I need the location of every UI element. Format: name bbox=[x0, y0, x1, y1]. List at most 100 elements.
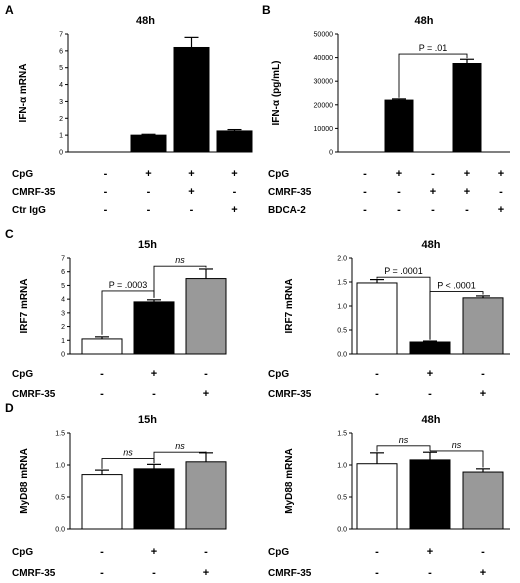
y-tick-label: 20000 bbox=[314, 102, 334, 109]
chart-title: 48h bbox=[415, 15, 434, 27]
y-axis-label: IFN-α mRNA bbox=[18, 64, 29, 123]
significance-bracket bbox=[429, 291, 484, 340]
bar bbox=[185, 278, 227, 355]
bar bbox=[130, 134, 167, 153]
y-tick-label: 5 bbox=[59, 65, 63, 72]
chart-title: 15h bbox=[138, 414, 157, 426]
y-tick-label: 0.5 bbox=[337, 495, 347, 502]
y-tick-label: 1.0 bbox=[55, 463, 65, 470]
significance-bracket bbox=[153, 265, 207, 298]
significance-bracket bbox=[430, 450, 484, 468]
charts: 48h IFN-α mRNA 0 1 2 3 4 5 6 7 CpG - + + + CMRF-35 - - + - C… bbox=[12, 15, 510, 579]
condition-sign: - bbox=[465, 204, 469, 216]
y-axis-label: IRF7 mRNA bbox=[284, 278, 295, 333]
condition-label: CMRF-35 bbox=[268, 389, 312, 400]
condition-label: CMRF-35 bbox=[268, 568, 312, 579]
y-tick-label: 6 bbox=[59, 48, 63, 55]
condition-sign: - bbox=[190, 204, 194, 216]
condition-sign: - bbox=[431, 204, 435, 216]
chart-b: 48h IFN-α (pg/mL) 0 10000 20000 30000 40000 500… bbox=[268, 15, 510, 216]
y-axis-label: MyD88 mRNA bbox=[284, 448, 295, 514]
condition-sign: - bbox=[104, 168, 108, 180]
panel-letter-a: A bbox=[5, 3, 14, 17]
y-tick-label: 2.0 bbox=[337, 256, 347, 263]
y-tick-label: 1.0 bbox=[337, 304, 347, 311]
condition-sign: + bbox=[427, 546, 433, 558]
significance-bracket bbox=[398, 53, 468, 98]
significance-label: P = .01 bbox=[419, 43, 448, 53]
chart-d: 15h MyD88 mRNA 0.0 0.5 1.0 1.5 ns ns CpG - + - CMRF-… bbox=[12, 414, 227, 579]
bar bbox=[409, 341, 451, 355]
condition-label: CpG bbox=[12, 369, 33, 380]
chart-title: 48h bbox=[422, 239, 441, 251]
condition-sign: - bbox=[100, 546, 104, 558]
condition-sign: + bbox=[188, 168, 194, 180]
y-tick-label: 50000 bbox=[314, 32, 334, 39]
condition-sign: + bbox=[480, 388, 486, 400]
condition-sign: + bbox=[498, 168, 504, 180]
y-tick-label: 3 bbox=[59, 99, 63, 106]
condition-sign: - bbox=[100, 368, 104, 380]
y-tick-label: 6 bbox=[61, 269, 65, 276]
y-tick-label: 1 bbox=[61, 338, 65, 345]
significance-label: ns bbox=[452, 440, 462, 450]
condition-label: BDCA-2 bbox=[268, 205, 306, 216]
y-tick-label: 1.5 bbox=[337, 431, 347, 438]
condition-sign: + bbox=[396, 168, 402, 180]
condition-label: CpG bbox=[12, 169, 33, 180]
y-tick-label: 40000 bbox=[314, 55, 334, 62]
condition-sign: - bbox=[397, 204, 401, 216]
y-tick-label: 0.5 bbox=[55, 495, 65, 502]
chart-c: 15h IRF7 mRNA 0 1 2 3 4 5 6 7 P = .0003 ns CpG - + - CMR… bbox=[12, 239, 227, 400]
condition-sign: - bbox=[499, 186, 503, 198]
significance-label: ns bbox=[175, 441, 185, 451]
condition-sign: - bbox=[375, 546, 379, 558]
condition-sign: - bbox=[100, 567, 104, 579]
condition-sign: - bbox=[375, 388, 379, 400]
condition-sign: - bbox=[428, 388, 432, 400]
y-axis-label: IRF7 mRNA bbox=[19, 278, 30, 333]
condition-sign: + bbox=[151, 368, 157, 380]
condition-sign: + bbox=[427, 368, 433, 380]
panel-letter-d: D bbox=[5, 401, 14, 415]
y-tick-label: 0.0 bbox=[337, 352, 347, 359]
chart-title: 48h bbox=[136, 15, 155, 27]
chart-a: 48h IFN-α mRNA 0 1 2 3 4 5 6 7 CpG - + + + CMRF-35 - - + - C… bbox=[12, 15, 253, 216]
condition-sign: + bbox=[430, 186, 436, 198]
condition-sign: - bbox=[481, 368, 485, 380]
condition-sign: - bbox=[104, 204, 108, 216]
condition-sign: - bbox=[428, 567, 432, 579]
panel-letter-b: B bbox=[262, 3, 271, 17]
condition-sign: - bbox=[363, 186, 367, 198]
condition-sign: - bbox=[233, 186, 237, 198]
chart-title: 15h bbox=[138, 239, 157, 251]
condition-sign: + bbox=[151, 546, 157, 558]
y-tick-label: 30000 bbox=[314, 79, 334, 86]
condition-label: CMRF-35 bbox=[12, 568, 56, 579]
condition-sign: + bbox=[498, 204, 504, 216]
significance-label: ns bbox=[123, 448, 133, 458]
y-axis-label: MyD88 mRNA bbox=[19, 448, 30, 514]
y-tick-label: 7 bbox=[59, 32, 63, 39]
y-tick-label: 1.5 bbox=[337, 280, 347, 287]
condition-label: CMRF-35 bbox=[268, 187, 312, 198]
bar bbox=[133, 468, 175, 530]
condition-sign: + bbox=[231, 168, 237, 180]
condition-sign: - bbox=[147, 204, 151, 216]
significance-label: P = .0003 bbox=[109, 280, 148, 290]
bar bbox=[81, 474, 123, 530]
condition-label: CMRF-35 bbox=[12, 389, 56, 400]
significance-label: P < .0001 bbox=[437, 281, 476, 291]
condition-sign: + bbox=[203, 388, 209, 400]
significance-label: ns bbox=[175, 255, 185, 265]
condition-label: CpG bbox=[268, 369, 289, 380]
bar bbox=[216, 130, 253, 153]
condition-sign: - bbox=[363, 168, 367, 180]
condition-sign: + bbox=[464, 168, 470, 180]
chart-c2: 48h IRF7 mRNA 0.0 0.5 1.0 1.5 2.0 P = .0001 P < … bbox=[268, 239, 510, 400]
condition-sign: - bbox=[152, 567, 156, 579]
condition-sign: - bbox=[397, 186, 401, 198]
y-tick-label: 7 bbox=[61, 256, 65, 263]
bar bbox=[356, 463, 398, 530]
significance-label: ns bbox=[399, 435, 409, 445]
